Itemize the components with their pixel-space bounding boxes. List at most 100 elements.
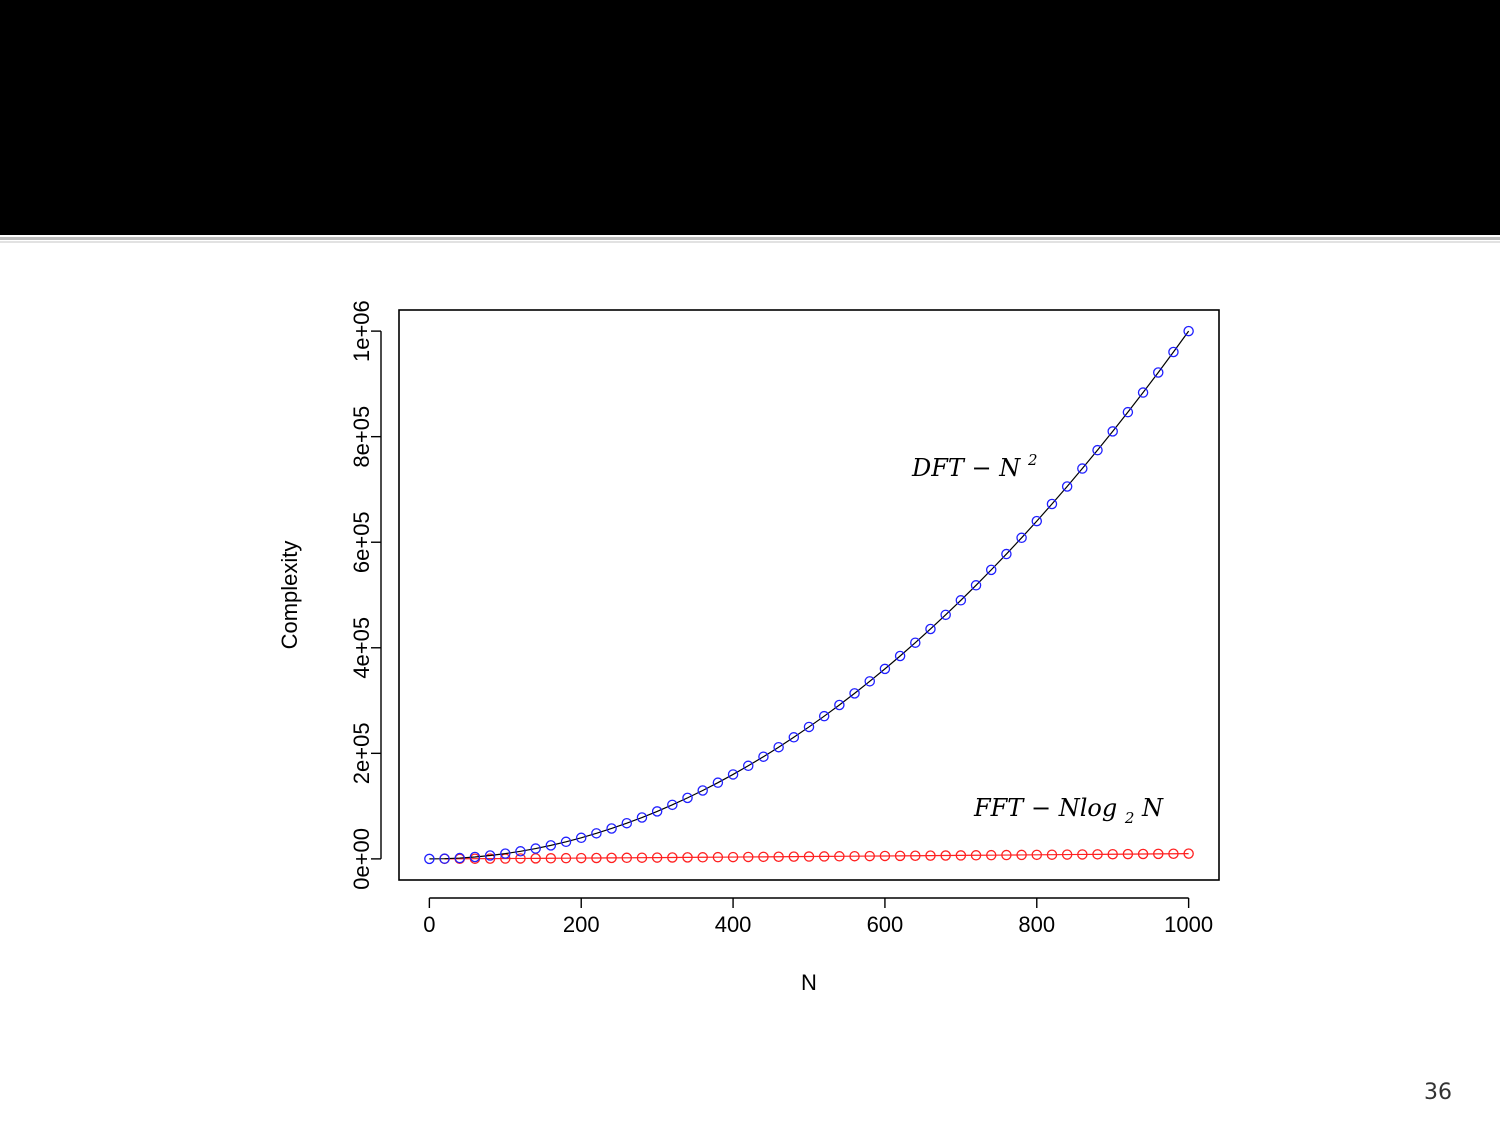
dft-point (970, 580, 982, 591)
dft-annotation: DFT − N 2 (911, 451, 1037, 482)
y-tick-label: 8e+05 (349, 406, 374, 468)
y-tick-label: 4e+05 (349, 617, 374, 679)
series-layer (424, 325, 1194, 865)
dft-point (1046, 498, 1058, 510)
fft-point (621, 852, 633, 864)
fft-point (955, 850, 967, 861)
fft-point (1061, 849, 1073, 860)
dft-point (1031, 515, 1043, 527)
fft-point (1122, 848, 1134, 860)
fft-point (636, 852, 648, 863)
y-tick-label: 0e+00 (349, 828, 374, 890)
dft-point (985, 564, 997, 576)
dft-point (910, 637, 921, 648)
dft-point (818, 710, 830, 722)
title-divider-line (0, 237, 1500, 240)
dft-point (606, 823, 617, 834)
dft-point (849, 688, 860, 699)
dft-point (1001, 548, 1012, 560)
fft-point (818, 851, 830, 862)
fft-point (773, 851, 784, 862)
plot-frame (398, 309, 1220, 881)
fft-point (1092, 849, 1103, 860)
fft-point (743, 851, 754, 863)
dft-point (925, 623, 936, 635)
fft-point (788, 851, 800, 862)
fft-point (697, 852, 708, 863)
title-divider-shadow (0, 241, 1500, 243)
fft-point (667, 852, 678, 863)
fft-point (864, 850, 875, 862)
dft-annotation-n: N (998, 454, 1021, 482)
dft-annotation-exponent: 2 (1027, 451, 1038, 469)
dft-point (1168, 346, 1179, 358)
dft-point (803, 721, 815, 733)
fft-point (712, 851, 724, 863)
fft-point (940, 850, 951, 861)
y-tick-label: 2e+05 (349, 722, 374, 784)
dft-point (758, 751, 769, 762)
fft-point (1031, 849, 1043, 861)
x-tick-label: 0 (423, 912, 435, 937)
fft-series-line (444, 853, 1189, 860)
fft-point (1168, 848, 1179, 859)
dft-point (1153, 367, 1164, 378)
fft-point (727, 851, 739, 863)
y-tick-label: 6e+05 (349, 511, 374, 573)
dft-point (591, 828, 602, 839)
x-axis-label: N (801, 970, 817, 995)
dft-point (1137, 387, 1149, 398)
dft-point (743, 760, 754, 772)
fft-annotation-minus: − (1031, 794, 1059, 822)
dft-point (560, 836, 572, 848)
dft-point (727, 769, 739, 780)
dft-point (439, 853, 450, 864)
fft-point (1183, 848, 1194, 859)
fft-point (484, 853, 496, 864)
fft-point (970, 850, 982, 861)
dft-point (1016, 532, 1027, 544)
dft-point (1122, 406, 1134, 418)
dft-point (1077, 463, 1088, 474)
dft-point (667, 799, 678, 811)
x-tick-label: 600 (867, 912, 904, 937)
dft-point (484, 850, 496, 861)
dft-point (894, 650, 906, 662)
dft-point (1092, 444, 1103, 456)
fft-point (879, 850, 891, 862)
dft-series-line (429, 330, 1190, 860)
x-tick-label: 200 (563, 912, 600, 937)
dft-point (545, 840, 557, 851)
dft-point (530, 843, 541, 854)
dft-point (575, 832, 587, 844)
fft-point (985, 849, 997, 861)
fft-point (1153, 848, 1164, 860)
x-tick-label: 400 (715, 912, 752, 937)
dft-point (636, 812, 648, 823)
title-band (0, 0, 1500, 235)
x-tick-label: 1000 (1164, 912, 1213, 937)
fft-point (925, 850, 936, 861)
fft-point (1001, 849, 1012, 861)
fft-point (803, 851, 815, 862)
fft-point (515, 853, 526, 864)
dft-annotation-label: DFT (911, 454, 966, 482)
x-tick-label: 800 (1018, 912, 1055, 937)
fft-point (545, 853, 557, 864)
dft-point (773, 741, 784, 753)
fft-point (910, 850, 921, 861)
fft-point (1107, 848, 1118, 860)
fft-annotation-label: FFT (973, 794, 1025, 822)
dft-point (955, 595, 967, 606)
x-axis: 0 200 400 600 800 1000 (423, 897, 1213, 937)
fft-point (1016, 849, 1027, 861)
dft-point (651, 806, 663, 817)
fft-point (560, 852, 572, 864)
fft-point (834, 851, 845, 862)
fft-point (849, 850, 860, 862)
fft-annotation-subscript: 2 (1124, 809, 1135, 827)
dft-point (940, 609, 951, 621)
fft-point (682, 852, 693, 863)
dft-point (469, 851, 481, 863)
